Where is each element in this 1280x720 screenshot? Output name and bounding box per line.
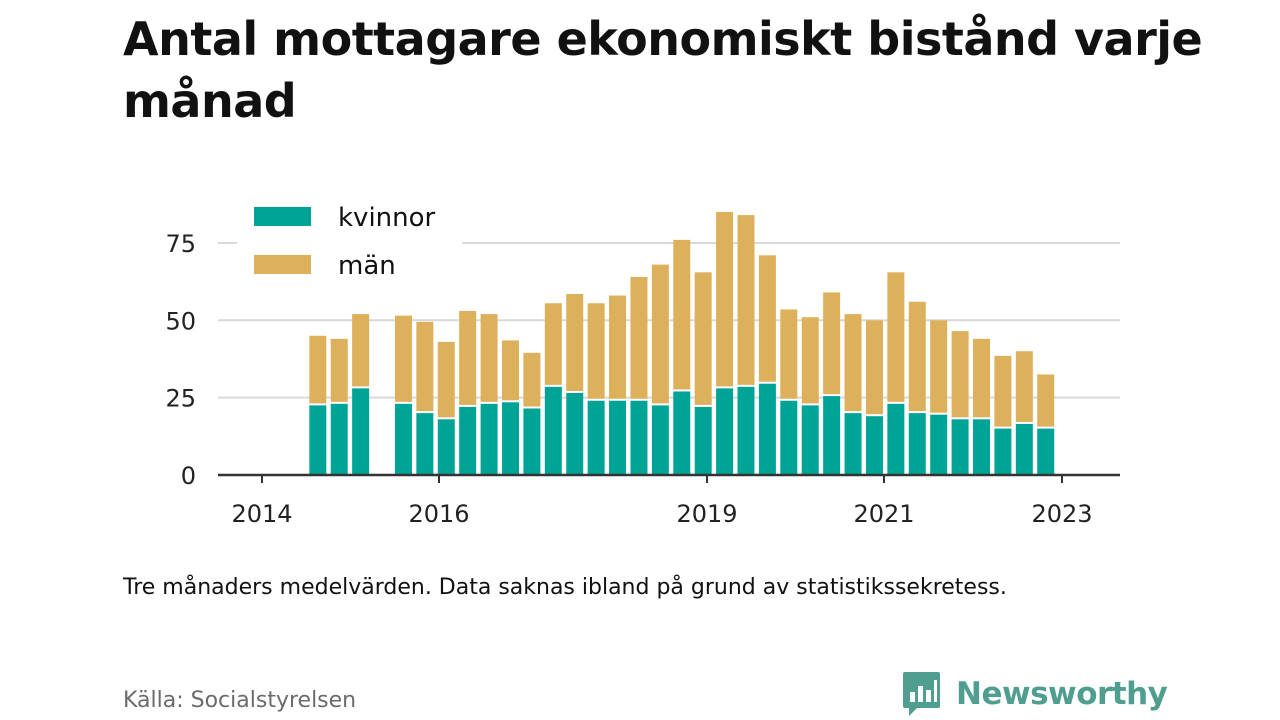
bar-man (694, 272, 712, 405)
x-tick-label: 2016 (408, 500, 469, 528)
bar-kvinnor (352, 388, 370, 475)
bar-man (801, 317, 819, 404)
bar-kvinnor (865, 416, 883, 475)
bar-man (587, 303, 605, 399)
bar-man (1037, 374, 1055, 427)
bar-kvinnor (973, 419, 990, 475)
x-tick-label: 2021 (853, 500, 914, 528)
bars (309, 212, 1055, 475)
y-tick-label: 50 (165, 307, 196, 335)
bar-kvinnor (1037, 428, 1055, 475)
legend-swatch-kvinnor (254, 207, 311, 226)
bar-man (566, 293, 584, 392)
source-credit: Källa: Socialstyrelsen (123, 688, 357, 713)
bar-man (994, 355, 1012, 427)
bar-man (502, 340, 519, 401)
bar-man (973, 338, 990, 418)
bar-kvinnor (737, 386, 755, 475)
chart: 0 25 50 75 2014 2016 2019 2021 2023 kvinnor män (165, 194, 1120, 528)
legend-swatch-man (254, 255, 311, 274)
bar-man (780, 309, 798, 399)
bar-man (758, 255, 776, 382)
bar-kvinnor (887, 403, 905, 475)
bar-kvinnor (330, 403, 348, 475)
bar-kvinnor (844, 413, 862, 475)
bar-man (908, 301, 926, 412)
bar-man (330, 338, 348, 402)
y-tick-label: 75 (165, 230, 196, 258)
bar-kvinnor (609, 400, 627, 475)
bar-man (887, 272, 905, 402)
brand-name: Newsworthy (956, 676, 1168, 712)
bar-kvinnor (459, 406, 477, 475)
legend-label-kvinnor: kvinnor (338, 203, 436, 233)
bar-kvinnor (1015, 423, 1033, 475)
bar-kvinnor (416, 413, 434, 475)
y-tick-label: 0 (181, 462, 196, 490)
bar-man (844, 314, 862, 412)
bar-kvinnor (823, 396, 841, 475)
bar-man (737, 215, 755, 385)
bar-man (865, 320, 883, 415)
bar-man (1015, 351, 1033, 422)
bar-man (951, 331, 969, 418)
bar-man (309, 335, 327, 404)
bar-kvinnor (673, 391, 691, 475)
bar-man (480, 314, 498, 402)
bar-kvinnor (437, 419, 455, 475)
bar-kvinnor (780, 400, 798, 475)
x-tick-label: 2014 (231, 500, 292, 528)
bar-kvinnor (651, 405, 669, 475)
y-tick-label: 25 (165, 385, 196, 413)
bar-kvinnor (394, 403, 412, 475)
bar-man (394, 315, 412, 402)
x-tick-label: 2019 (676, 500, 737, 528)
bar-man (716, 212, 734, 387)
bar-man (823, 292, 841, 395)
bar-man (630, 276, 648, 399)
bar-kvinnor (523, 408, 541, 475)
bar-kvinnor (801, 405, 819, 475)
chart-note: Tre månaders medelvärden. Data saknas ib… (123, 575, 1007, 600)
bar-kvinnor (630, 400, 648, 475)
bar-kvinnor (309, 405, 327, 475)
legend-label-man: män (338, 251, 396, 281)
bar-kvinnor (587, 400, 605, 475)
bar-man (651, 264, 669, 404)
axes: 0 25 50 75 2014 2016 2019 2021 2023 (165, 230, 1120, 528)
bar-man (609, 295, 627, 399)
bar-kvinnor (951, 419, 969, 475)
bar-kvinnor (716, 388, 734, 475)
bar-kvinnor (502, 402, 519, 475)
bar-man (930, 320, 948, 413)
bar-man (544, 303, 562, 385)
bar-man (523, 352, 541, 407)
bar-man (416, 321, 434, 412)
x-tick-label: 2023 (1031, 500, 1092, 528)
bar-kvinnor (694, 406, 712, 475)
bar-kvinnor (994, 428, 1012, 475)
bar-man (673, 239, 691, 390)
bar-kvinnor (544, 386, 562, 475)
bar-kvinnor (908, 413, 926, 475)
newsworthy-logo-icon (903, 672, 940, 716)
bar-kvinnor (480, 403, 498, 475)
legend: kvinnor män (237, 194, 462, 292)
bar-kvinnor (930, 414, 948, 475)
chart-title: Antal mottagare ekonomiskt bistånd varje… (123, 12, 1203, 128)
bar-man (437, 341, 455, 418)
brand-logo[interactable]: Newsworthy (901, 670, 1168, 718)
bar-man (352, 314, 370, 387)
bar-kvinnor (758, 383, 776, 475)
bar-man (459, 311, 477, 405)
bar-kvinnor (566, 393, 584, 475)
